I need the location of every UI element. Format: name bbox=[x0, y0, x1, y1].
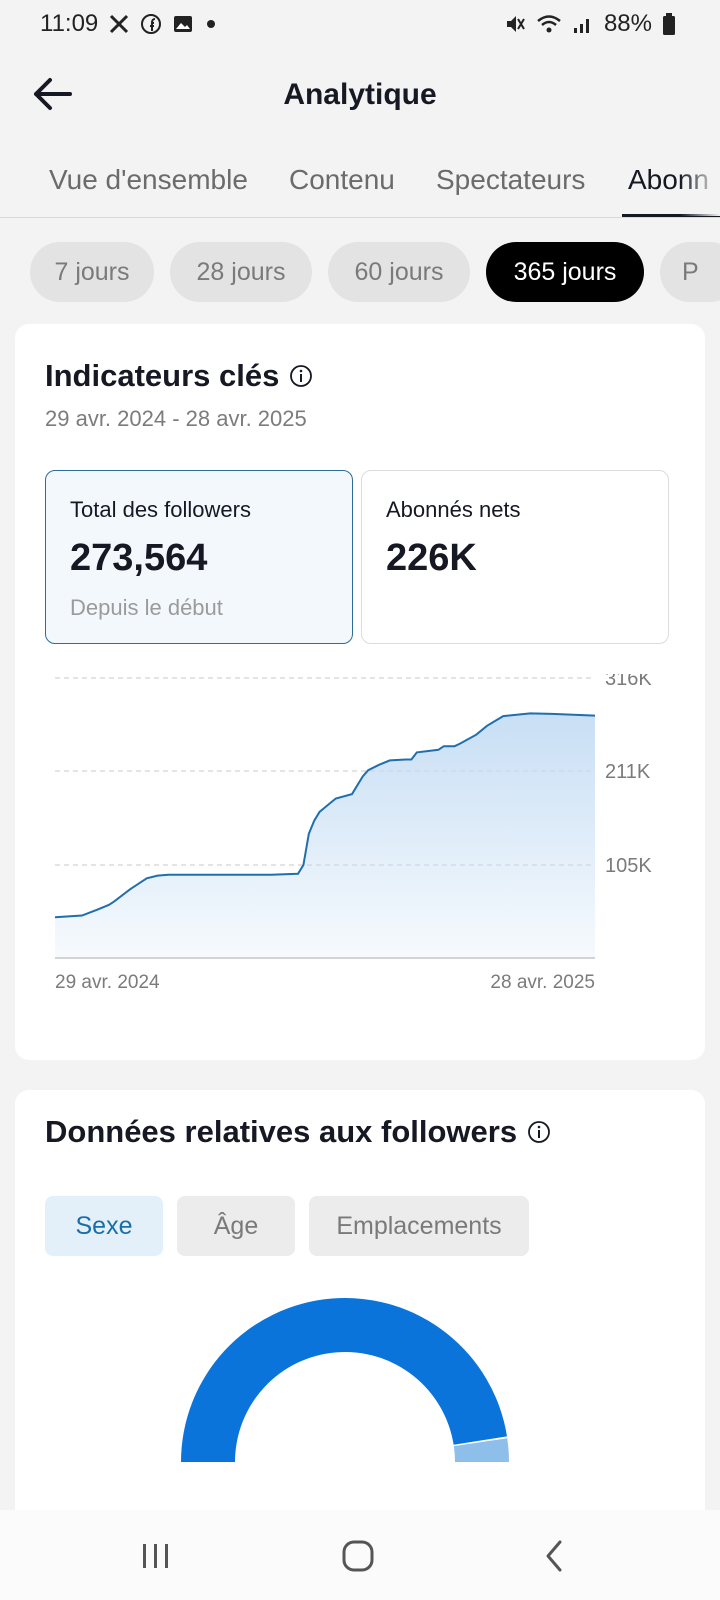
active-tab-indicator bbox=[622, 214, 720, 217]
period-selector: 7 jours 28 jours 60 jours 365 jours P bbox=[0, 242, 720, 302]
back-button[interactable] bbox=[30, 72, 74, 116]
gallery-icon bbox=[172, 13, 194, 35]
gender-donut-chart bbox=[181, 1298, 509, 1462]
period-7-days[interactable]: 7 jours bbox=[30, 242, 154, 302]
arrow-left-icon bbox=[34, 78, 72, 110]
period-28-days[interactable]: 28 jours bbox=[170, 242, 312, 302]
period-60-days[interactable]: 60 jours bbox=[328, 242, 470, 302]
dot-icon bbox=[204, 17, 218, 31]
segment-gender[interactable]: Sexe bbox=[45, 1196, 163, 1256]
segment-age[interactable]: Âge bbox=[177, 1196, 295, 1256]
metric-total-followers[interactable]: Total des followers 273,564 Depuis le dé… bbox=[45, 470, 353, 644]
metric-value: 226K bbox=[386, 537, 477, 579]
tabs-fade bbox=[680, 150, 720, 216]
y-tick-label: 316K bbox=[605, 674, 652, 690]
x-tick-label-start: 29 avr. 2024 bbox=[55, 972, 160, 993]
date-range: 29 avr. 2024 - 28 avr. 2025 bbox=[45, 406, 307, 431]
key-metrics-title-row: Indicateurs clés bbox=[45, 358, 313, 394]
signal-icon bbox=[572, 13, 594, 35]
page-title: Analytique bbox=[283, 78, 437, 111]
recent-apps-button[interactable] bbox=[132, 1532, 180, 1580]
x-tick-label-end: 28 avr. 2025 bbox=[490, 972, 595, 993]
system-nav-bar bbox=[0, 1510, 720, 1600]
metric-label: Total des followers bbox=[70, 497, 251, 522]
followers-data-title-row: Données relatives aux followers bbox=[45, 1114, 551, 1150]
key-metrics-card: Indicateurs clés 29 avr. 2024 - 28 avr. … bbox=[15, 324, 705, 1060]
metric-net-followers[interactable]: Abonnés nets 226K bbox=[361, 470, 669, 644]
y-tick-label: 211K bbox=[605, 761, 651, 783]
followers-line bbox=[54, 712, 596, 919]
info-icon[interactable] bbox=[289, 364, 313, 388]
period-365-days[interactable]: 365 jours bbox=[486, 242, 644, 302]
followers-chart: 316K 211K 105K 29 avr. 2024 28 avr. 2025 bbox=[54, 674, 652, 993]
tab-overview[interactable]: Vue d'ensemble bbox=[49, 164, 248, 195]
battery-percent: 88% bbox=[603, 10, 652, 37]
home-icon bbox=[342, 1540, 374, 1572]
x-icon bbox=[108, 13, 130, 35]
info-icon[interactable] bbox=[527, 1120, 551, 1144]
metric-subtitle: Depuis le début bbox=[70, 595, 223, 620]
status-left: 11:09 bbox=[40, 10, 218, 38]
followers-area bbox=[55, 713, 595, 958]
facebook-icon bbox=[140, 13, 162, 35]
period-custom[interactable]: P bbox=[660, 242, 720, 302]
followers-data-card: Données relatives aux followers Sexe Âge… bbox=[15, 1090, 705, 1530]
donut-slice-1[interactable] bbox=[453, 1438, 509, 1462]
nav-back-button[interactable] bbox=[530, 1532, 578, 1580]
status-time: 11:09 bbox=[40, 10, 99, 37]
tab-viewers[interactable]: Spectateurs bbox=[436, 164, 586, 195]
mute-icon bbox=[504, 13, 526, 35]
analytics-tabs: Vue d'ensemble Contenu Spectateurs Abonn bbox=[0, 150, 720, 218]
segment-locations[interactable]: Emplacements bbox=[309, 1196, 529, 1256]
metric-value: 273,564 bbox=[70, 537, 208, 579]
status-right: 88% bbox=[504, 10, 676, 38]
recent-apps-icon bbox=[143, 1544, 168, 1568]
battery-icon bbox=[662, 12, 676, 36]
y-tick-label: 105K bbox=[605, 855, 652, 877]
tab-content[interactable]: Contenu bbox=[289, 164, 395, 195]
wifi-icon bbox=[536, 13, 562, 35]
header: Analytique bbox=[0, 48, 720, 144]
home-button[interactable] bbox=[334, 1532, 382, 1580]
donut-slice-0[interactable] bbox=[181, 1298, 507, 1462]
status-bar: 11:09 88% bbox=[0, 0, 720, 48]
key-metrics-title: Indicateurs clés bbox=[45, 358, 280, 393]
back-icon bbox=[546, 1540, 562, 1572]
followers-data-title: Données relatives aux followers bbox=[45, 1114, 518, 1149]
metric-label: Abonnés nets bbox=[386, 497, 521, 522]
